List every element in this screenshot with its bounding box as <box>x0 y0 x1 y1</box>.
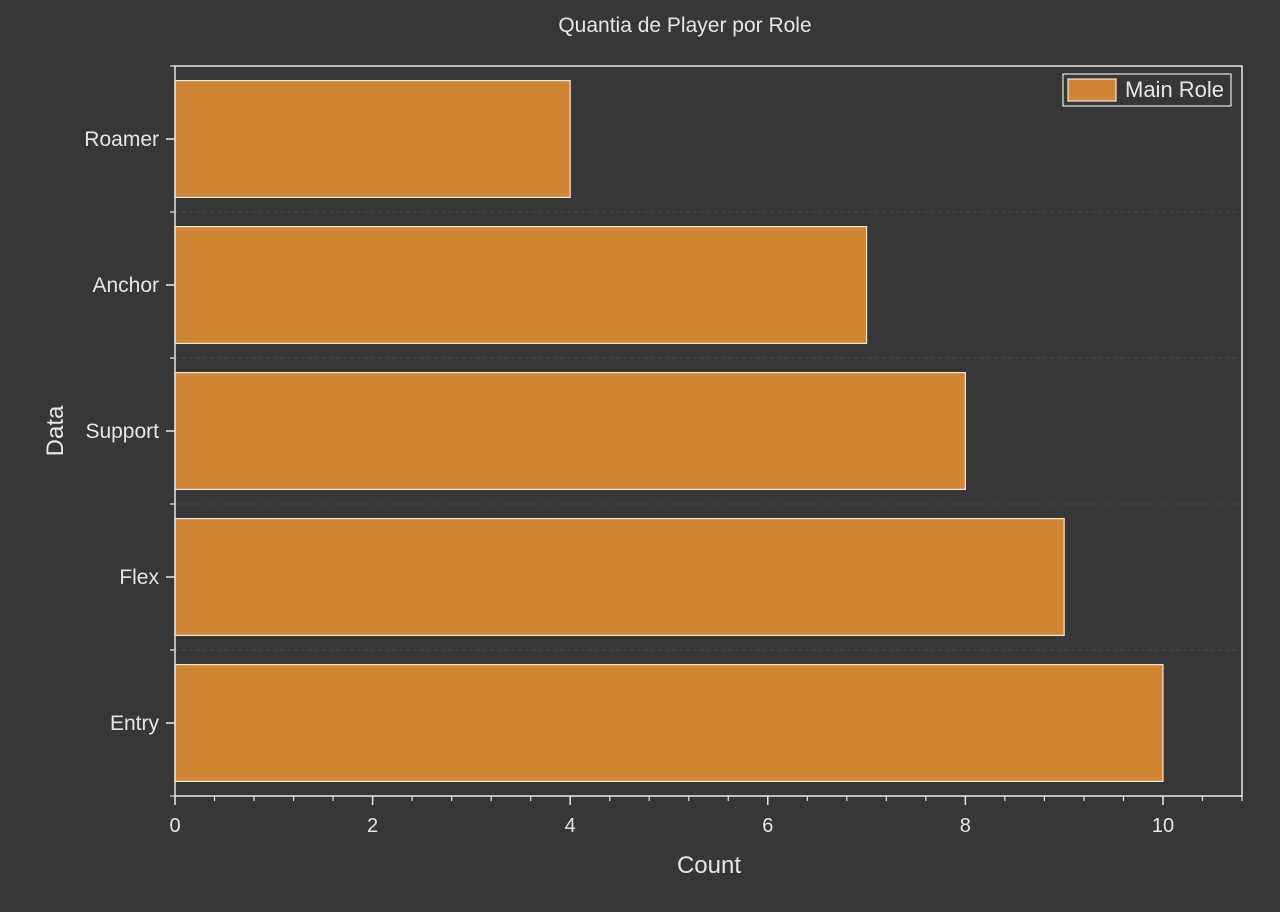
chart-title: Quantia de Player por Role <box>558 14 811 37</box>
x-tick-label: 10 <box>1152 815 1174 837</box>
grid-lines <box>175 211 1242 651</box>
y-tick-label: Support <box>85 420 159 443</box>
y-axis-label: Data <box>42 405 69 456</box>
legend: Main Role <box>1062 73 1232 107</box>
x-tick-label: 0 <box>169 815 180 837</box>
axes: Roamer Anchor Support Flex Entry 0 2 4 6 8 10 <box>84 65 1243 837</box>
x-tick-label: 6 <box>762 815 773 837</box>
legend-swatch <box>1067 78 1117 102</box>
bar-anchor <box>174 226 868 345</box>
bar-flex <box>174 517 1065 636</box>
legend-label: Main Role <box>1125 77 1224 102</box>
y-tick-label: Roamer <box>84 128 159 151</box>
x-tick-label: 4 <box>565 815 576 837</box>
bar-roamer <box>174 79 571 199</box>
x-tick-label: 8 <box>960 815 971 837</box>
x-axis-label: Count <box>677 852 741 879</box>
bar-support <box>174 372 966 491</box>
y-tick-label: Flex <box>119 566 159 589</box>
y-tick-label: Anchor <box>92 274 159 297</box>
x-tick-label: 2 <box>367 815 378 837</box>
bar-entry <box>174 663 1164 782</box>
y-tick-label: Entry <box>110 712 160 735</box>
bars <box>174 79 1164 782</box>
